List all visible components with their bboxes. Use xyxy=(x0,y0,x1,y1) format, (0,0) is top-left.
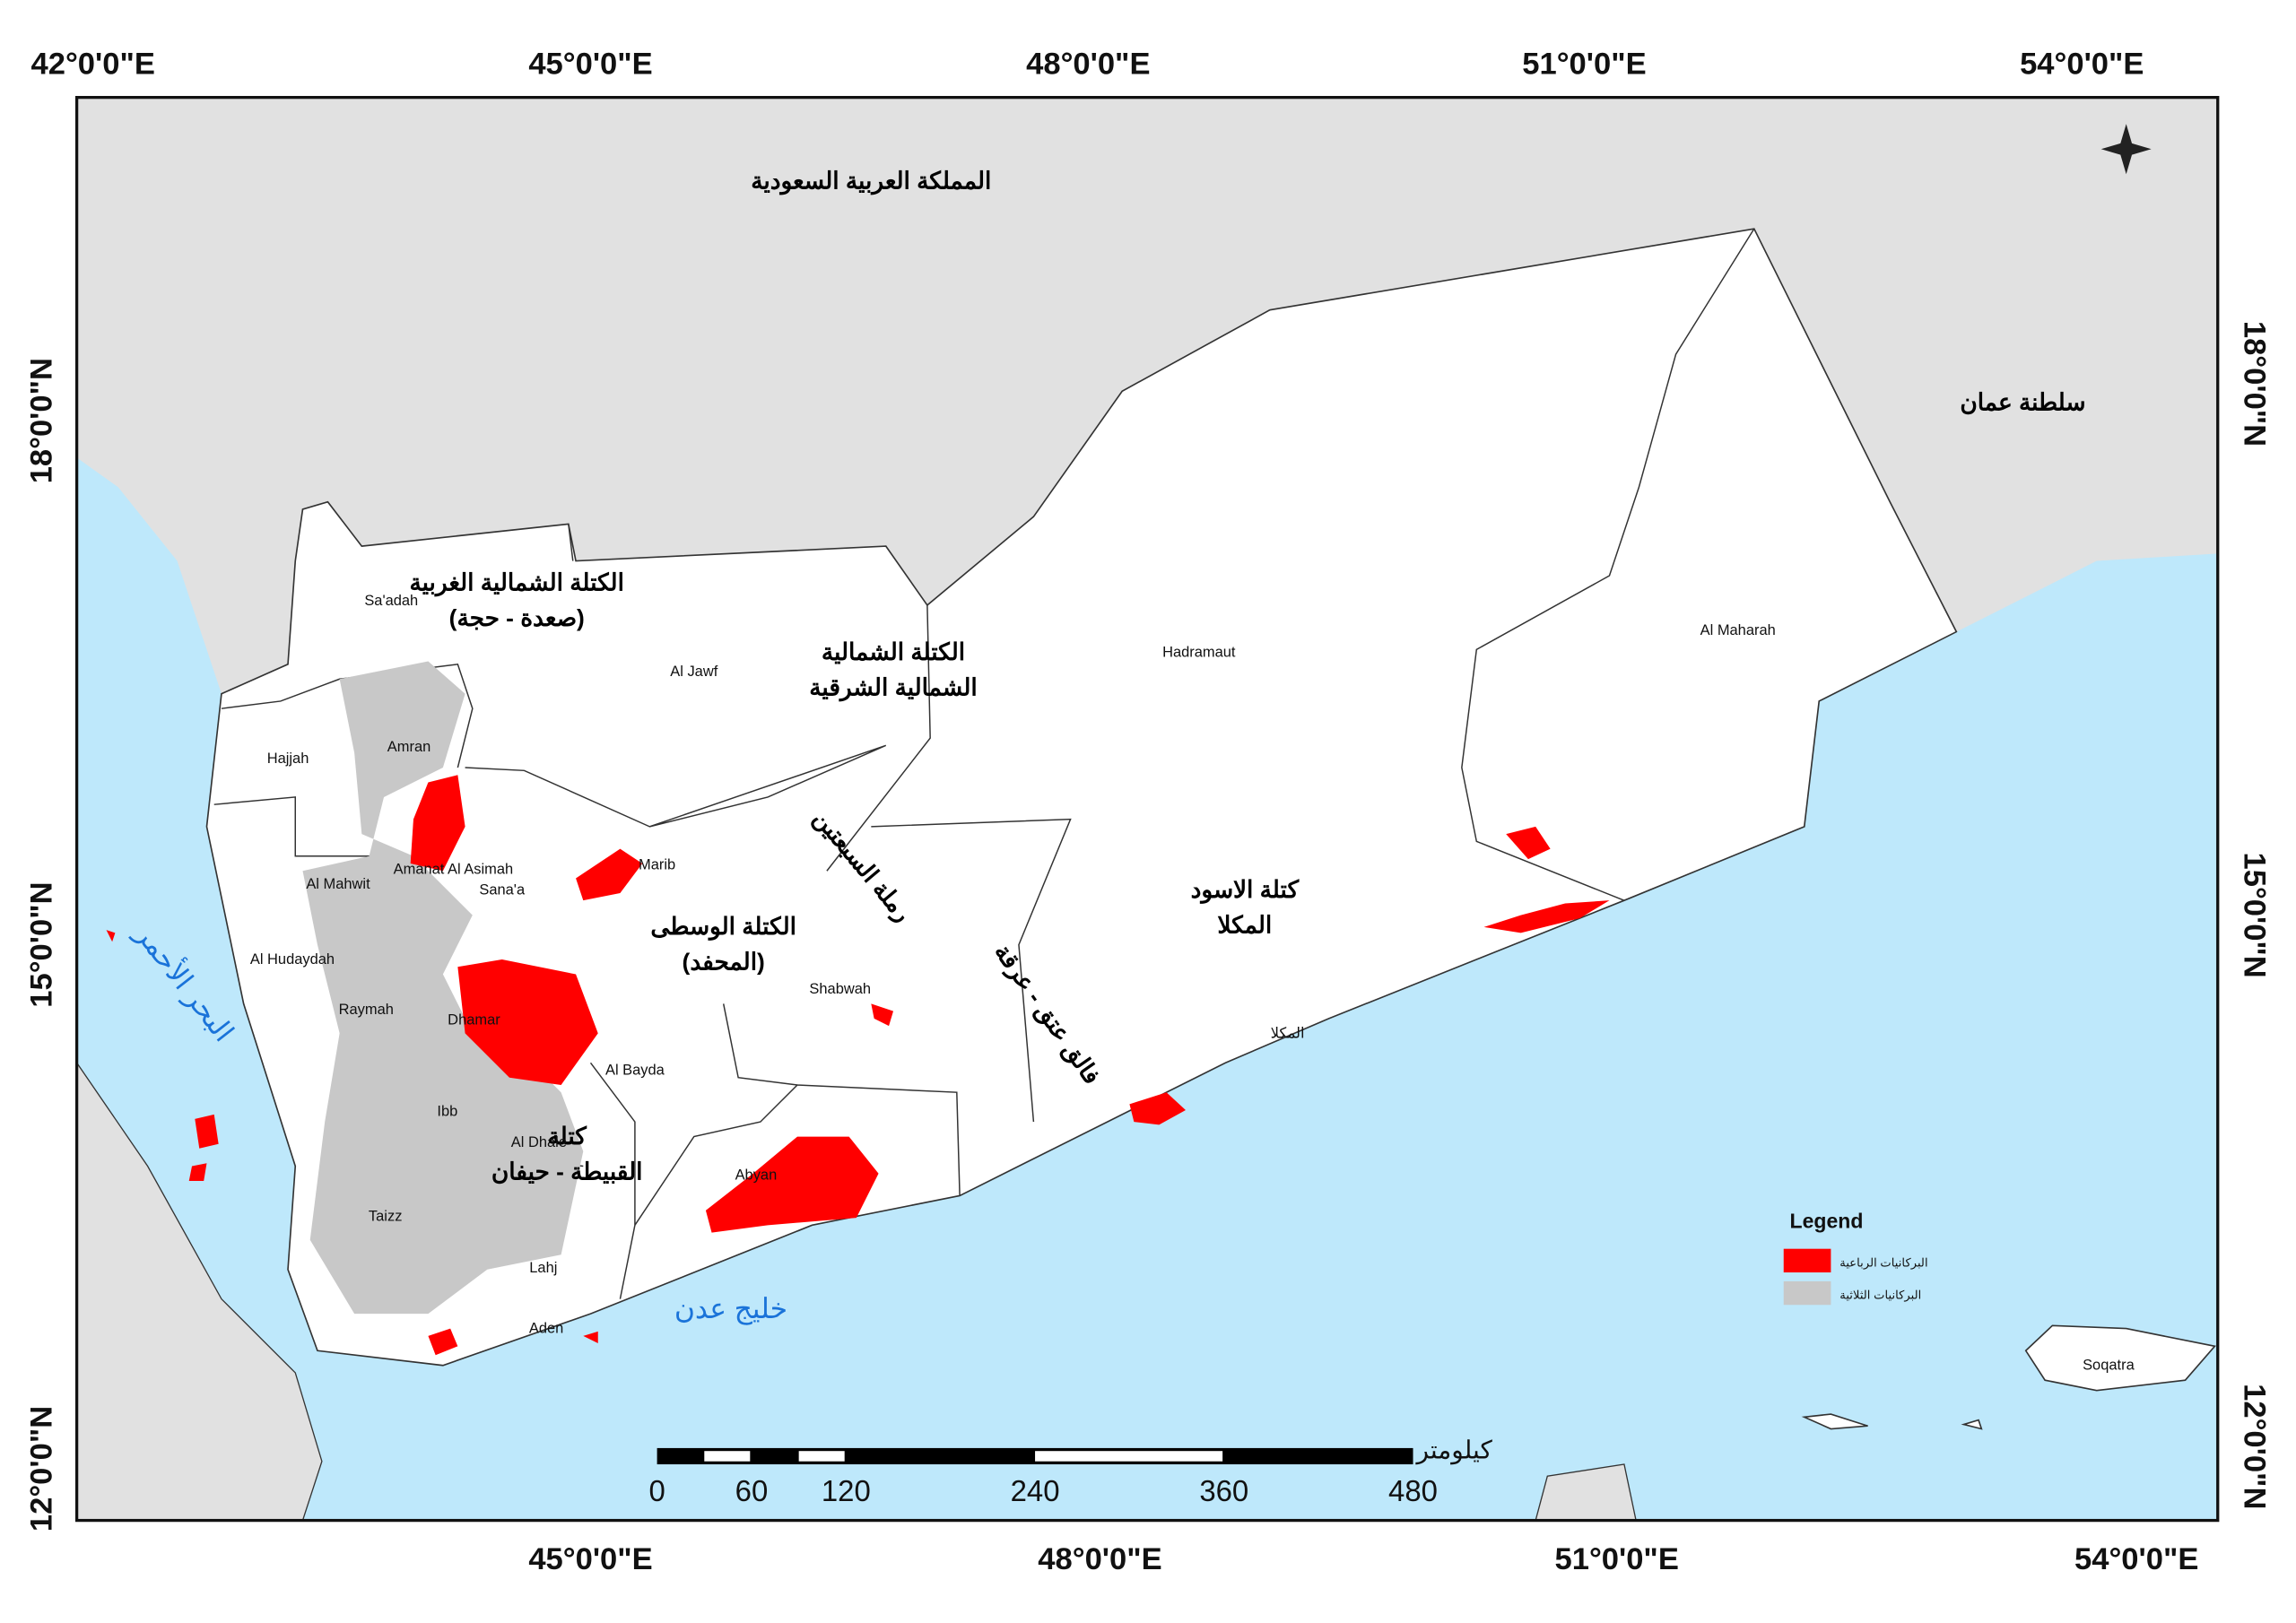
scale-tick-label: 240 xyxy=(1011,1474,1060,1507)
socotra xyxy=(2024,1324,2217,1392)
region-label: الكتلة الشمالية xyxy=(822,638,965,665)
place-label: Raymah xyxy=(339,1002,394,1018)
graticule-label: 12°0'0"N xyxy=(25,1406,59,1532)
place-label: Al Hudaydah xyxy=(250,951,335,968)
place-label: Hadramaut xyxy=(1162,645,1236,661)
graticule-label: 54°0'0"E xyxy=(2074,1542,2198,1576)
region-label: كتلة xyxy=(548,1123,587,1150)
graticule-label: 51°0'0"E xyxy=(1522,47,1646,81)
graticule-label: 54°0'0"E xyxy=(2020,47,2144,81)
place-label: Aden xyxy=(529,1321,563,1337)
sea-label: خليج عدن xyxy=(674,1293,787,1325)
legend-swatch xyxy=(1783,1248,1831,1273)
scale-tick-label: 60 xyxy=(735,1474,769,1507)
sea xyxy=(76,457,2218,1521)
islands xyxy=(1801,1413,1983,1430)
region-label: المكلا xyxy=(1217,911,1272,938)
place-label: Sana'a xyxy=(479,882,526,898)
legend-title: Legend xyxy=(1790,1210,1864,1233)
place-label: Sa'adah xyxy=(364,593,418,609)
country-label: المملكة العربية السعودية xyxy=(751,168,991,195)
legend-swatch xyxy=(1783,1280,1831,1306)
scale-tick-label: 360 xyxy=(1199,1474,1248,1507)
place-label: Dhamar xyxy=(448,1011,500,1028)
scale-unit: كيلومتر xyxy=(1414,1436,1492,1464)
map-frame xyxy=(74,96,2220,1523)
scale-tick-label: 0 xyxy=(648,1474,665,1507)
graticule-label: 51°0'0"E xyxy=(1555,1542,1679,1576)
graticule-label: 18°0'0"N xyxy=(25,358,59,483)
place-label: Amanat Al Asimah xyxy=(394,862,514,878)
graticule-label: 15°0'0"N xyxy=(25,881,59,1007)
tertiary-volcanics xyxy=(302,661,584,1315)
region-label: (المحفد) xyxy=(683,949,765,976)
place-label: Al Bayda xyxy=(605,1062,665,1078)
region-label: الكتلة الوسطى xyxy=(650,913,796,941)
place-label: Lahj xyxy=(529,1260,557,1276)
graticule-label: 18°0'0"N xyxy=(2237,321,2271,447)
country-label: سلطنة عمان xyxy=(1960,389,2085,416)
graticule-label: 12°0'0"N xyxy=(2237,1384,2271,1509)
graticule-label: 15°0'0"N xyxy=(2237,853,2271,978)
scale-tick-label: 120 xyxy=(822,1474,871,1507)
region-label: القبيطة - حيفان xyxy=(491,1158,643,1185)
place-label: Amran xyxy=(387,739,430,755)
quaternary-volcanics xyxy=(106,775,1610,1356)
graticule-label: 48°0'0"E xyxy=(1038,1542,1161,1576)
place-label: Ibb xyxy=(437,1104,457,1120)
place-label: Hajjah xyxy=(267,751,309,767)
graticule-label: 45°0'0"E xyxy=(528,47,652,81)
region-label: كتلة الاسود xyxy=(1191,876,1300,904)
region-label: الكتلة الشمالية الغربية xyxy=(410,568,624,596)
place-label: Shabwah xyxy=(809,981,871,997)
place-label: Al Maharah xyxy=(1700,622,1776,638)
place-label: Abyan xyxy=(735,1167,778,1183)
place-label: Al Mahwit xyxy=(306,876,370,892)
graticule-label: 48°0'0"E xyxy=(1026,47,1150,81)
place-label: Marib xyxy=(639,857,675,873)
graticule-label: 45°0'0"E xyxy=(528,1542,652,1576)
legend-item: البركانيات الثلاثية xyxy=(1839,1289,1921,1303)
yemen xyxy=(205,228,1958,1367)
region-label: الشمالية الشرقية xyxy=(809,673,977,701)
place-label: Al Dhale xyxy=(511,1134,567,1150)
scale-tick-label: 480 xyxy=(1388,1474,1438,1507)
scale-bar xyxy=(657,1447,1413,1465)
region-label: (صعدة - حجة) xyxy=(449,604,585,631)
legend-item: البركانيات الرباعية xyxy=(1839,1255,1927,1270)
place-label: Soqatra xyxy=(2083,1358,2135,1374)
place-label: المكلا xyxy=(1271,1025,1305,1041)
compass xyxy=(2100,124,2152,175)
place-label: Al Jawf xyxy=(670,664,718,680)
place-label: Taizz xyxy=(369,1208,403,1224)
graticule-label: 42°0'0"E xyxy=(31,47,155,81)
